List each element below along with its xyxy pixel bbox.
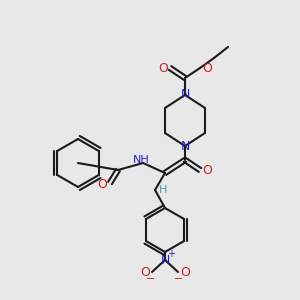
Text: O: O [140, 266, 150, 278]
Text: −: − [146, 274, 156, 284]
Text: N: N [180, 140, 190, 152]
Text: O: O [158, 61, 168, 74]
Text: −: − [174, 274, 184, 284]
Text: N: N [180, 88, 190, 101]
Text: +: + [167, 249, 175, 259]
Text: O: O [97, 178, 107, 191]
Text: O: O [202, 61, 212, 74]
Text: H: H [159, 185, 167, 195]
Text: NH: NH [133, 155, 149, 165]
Text: O: O [180, 266, 190, 278]
Text: N: N [160, 254, 170, 266]
Text: O: O [202, 164, 212, 176]
